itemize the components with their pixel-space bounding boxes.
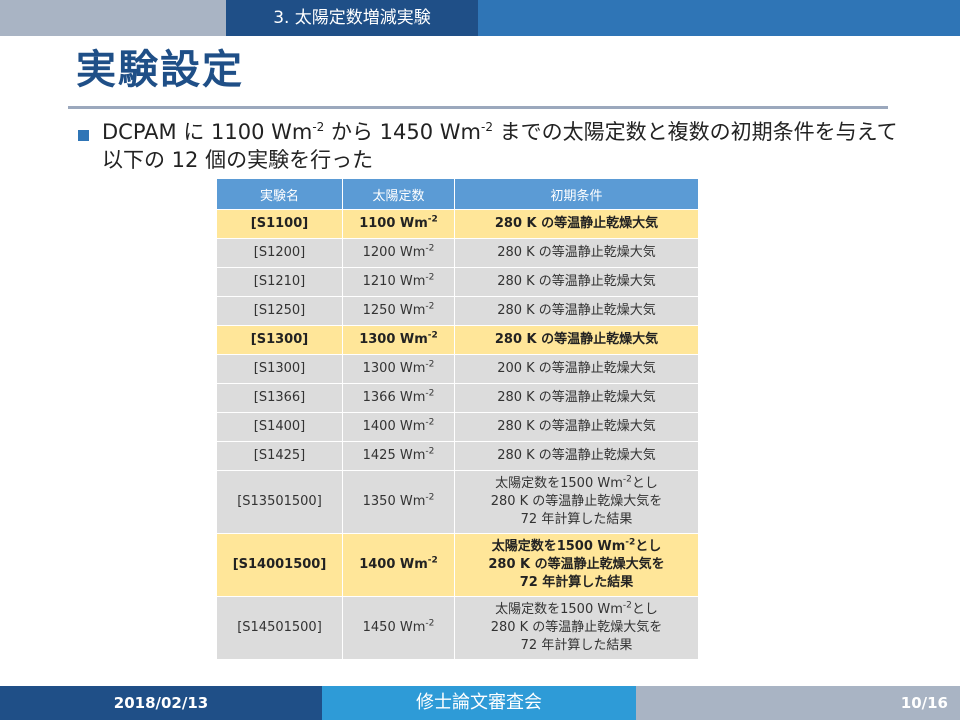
title-divider [68, 106, 888, 109]
experiment-name: [S1210] [216, 267, 343, 297]
solar-constant: 1300 Wm-2 [342, 325, 455, 355]
initial-condition: 太陽定数を1500 Wm-2とし 280 K の等温静止乾燥大気を 72 年計算した… [454, 470, 699, 534]
col-header-solar: 太陽定数 [342, 178, 455, 210]
section-title: 3. 太陽定数増減実験 [226, 0, 478, 36]
experiment-table: 実験名 太陽定数 初期条件 [S1100] 1100 Wm-2 280 K の等… [216, 178, 699, 660]
experiment-name: [S1300] [216, 325, 343, 355]
col-header-name: 実験名 [216, 178, 343, 210]
solar-constant: 1250 Wm-2 [342, 296, 455, 326]
table-header-row: 実験名 太陽定数 初期条件 [216, 178, 699, 210]
footer-bar: 2018/02/13 修士論文審査会 10/16 [0, 686, 960, 720]
initial-condition: 280 K の等温静止乾燥大気 [454, 238, 699, 268]
top-bar-accent [478, 0, 960, 36]
solar-constant: 1210 Wm-2 [342, 267, 455, 297]
bullet-text: DCPAM に 1100 Wm-2 から 1450 Wm-2 までの太陽定数と複… [102, 120, 898, 172]
table-row: [S1100] 1100 Wm-2 280 K の等温静止乾燥大気 [216, 209, 699, 239]
table-row: [S14001500] 1400 Wm-2 太陽定数を1500 Wm-2とし 28… [216, 533, 699, 597]
solar-constant: 1300 Wm-2 [342, 354, 455, 384]
table-row: [S1300] 1300 Wm-2 280 K の等温静止乾燥大気 [216, 325, 699, 355]
table-row: [S14501500] 1450 Wm-2 太陽定数を1500 Wm-2とし 28… [216, 596, 699, 660]
experiment-name: [S1300] [216, 354, 343, 384]
initial-condition: 太陽定数を1500 Wm-2とし 280 K の等温静止乾燥大気を 72 年計算した… [454, 596, 699, 660]
footer-page-number: 10/16 [636, 686, 960, 720]
col-header-condition: 初期条件 [454, 178, 699, 210]
table-row: [S1210] 1210 Wm-2 280 K の等温静止乾燥大気 [216, 267, 699, 297]
table-row: [S13501500] 1350 Wm-2 太陽定数を1500 Wm-2とし 28… [216, 470, 699, 534]
experiment-name: [S1100] [216, 209, 343, 239]
top-bar: 3. 太陽定数増減実験 [0, 0, 960, 36]
table-row: [S1300] 1300 Wm-2 200 K の等温静止乾燥大気 [216, 354, 699, 384]
solar-constant: 1200 Wm-2 [342, 238, 455, 268]
solar-constant: 1400 Wm-2 [342, 533, 455, 597]
experiment-name: [S1250] [216, 296, 343, 326]
slide-title: 実験設定 [76, 47, 244, 93]
solar-constant: 1350 Wm-2 [342, 470, 455, 534]
footer-event: 修士論文審査会 [322, 686, 636, 720]
solar-constant: 1366 Wm-2 [342, 383, 455, 413]
initial-condition: 280 K の等温静止乾燥大気 [454, 325, 699, 355]
experiment-name: [S14001500] [216, 533, 343, 597]
solar-constant: 1100 Wm-2 [342, 209, 455, 239]
experiment-name: [S1366] [216, 383, 343, 413]
initial-condition: 280 K の等温静止乾燥大気 [454, 412, 699, 442]
initial-condition: 280 K の等温静止乾燥大気 [454, 296, 699, 326]
table-row: [S1200] 1200 Wm-2 280 K の等温静止乾燥大気 [216, 238, 699, 268]
table-row: [S1250] 1250 Wm-2 280 K の等温静止乾燥大気 [216, 296, 699, 326]
table-row: [S1425] 1425 Wm-2 280 K の等温静止乾燥大気 [216, 441, 699, 471]
bullet-square-icon [78, 130, 89, 141]
experiment-name: [S1200] [216, 238, 343, 268]
initial-condition: 太陽定数を1500 Wm-2とし 280 K の等温静止乾燥大気を 72 年計算した… [454, 533, 699, 597]
solar-constant: 1400 Wm-2 [342, 412, 455, 442]
footer-date: 2018/02/13 [0, 686, 322, 720]
experiment-name: [S1400] [216, 412, 343, 442]
initial-condition: 280 K の等温静止乾燥大気 [454, 267, 699, 297]
solar-constant: 1450 Wm-2 [342, 596, 455, 660]
table-row: [S1400] 1400 Wm-2 280 K の等温静止乾燥大気 [216, 412, 699, 442]
initial-condition: 280 K の等温静止乾燥大気 [454, 441, 699, 471]
initial-condition: 200 K の等温静止乾燥大気 [454, 354, 699, 384]
solar-constant: 1425 Wm-2 [342, 441, 455, 471]
table-row: [S1366] 1366 Wm-2 280 K の等温静止乾燥大気 [216, 383, 699, 413]
initial-condition: 280 K の等温静止乾燥大気 [454, 209, 699, 239]
experiment-name: [S1425] [216, 441, 343, 471]
experiment-name: [S14501500] [216, 596, 343, 660]
initial-condition: 280 K の等温静止乾燥大気 [454, 383, 699, 413]
experiment-name: [S13501500] [216, 470, 343, 534]
